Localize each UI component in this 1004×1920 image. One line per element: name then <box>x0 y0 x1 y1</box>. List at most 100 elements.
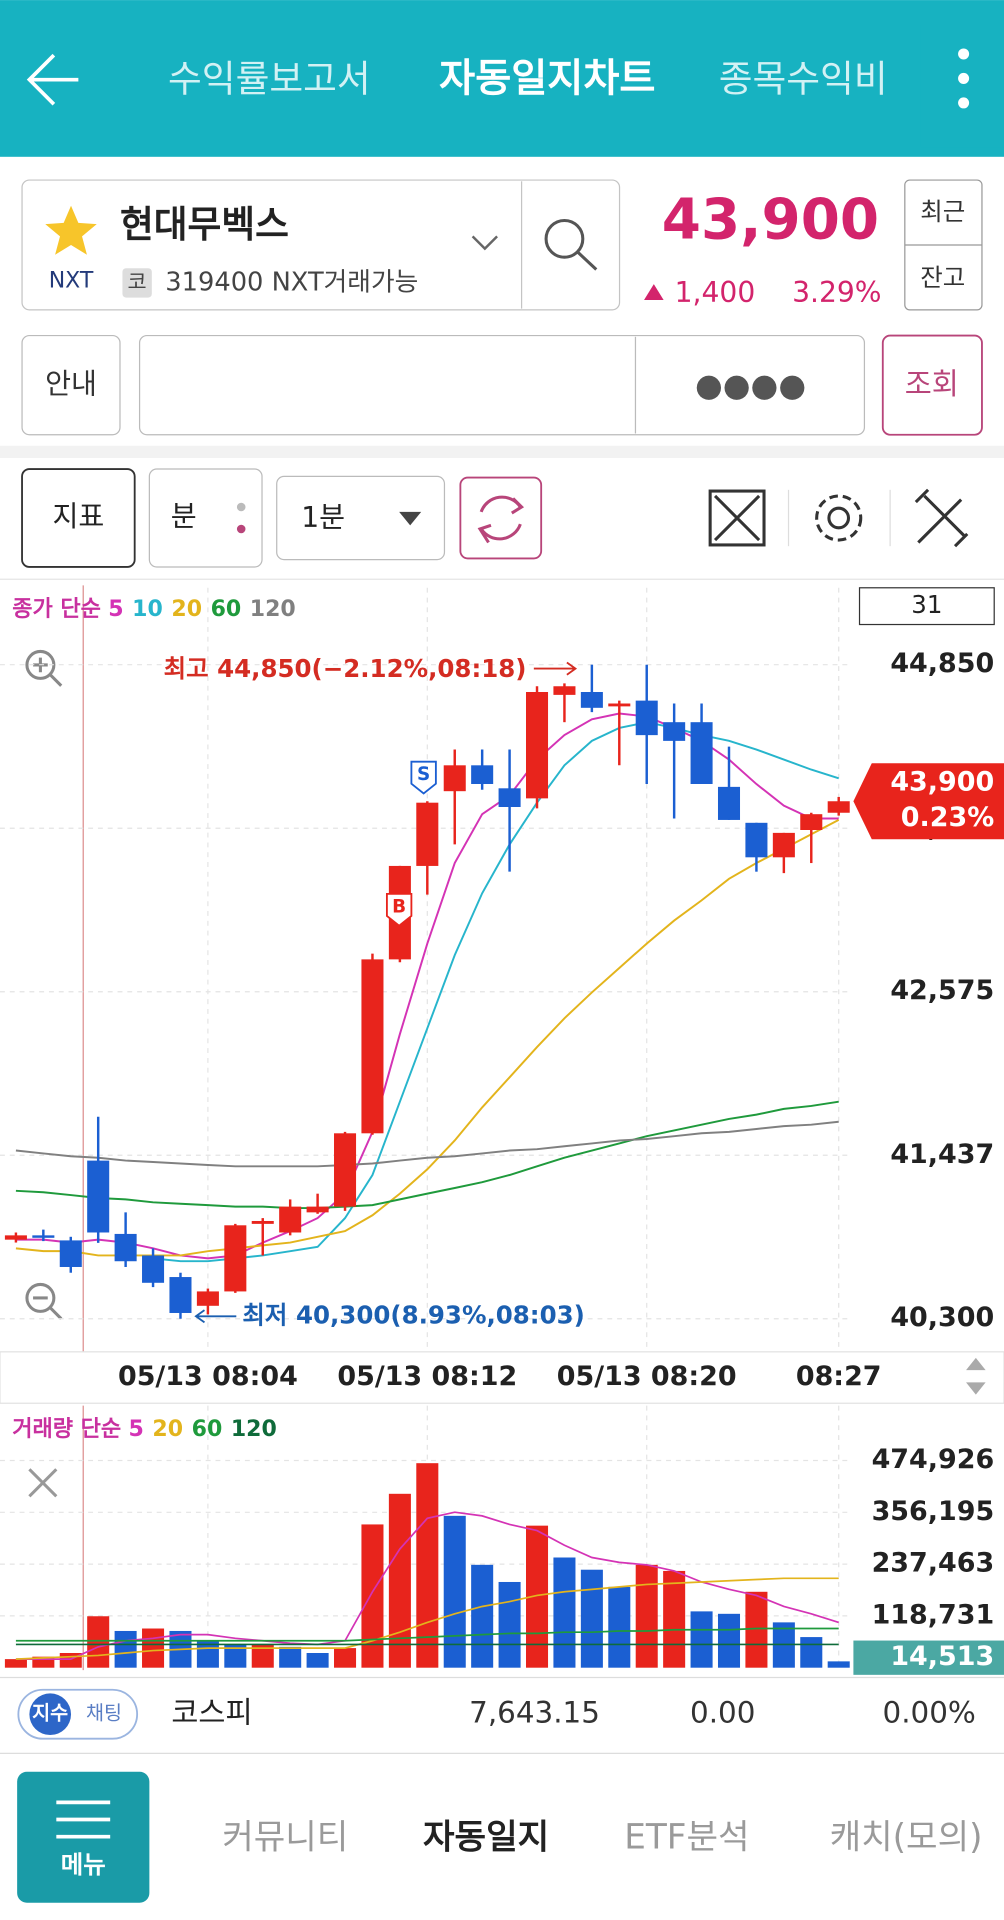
candle-body <box>827 801 850 813</box>
dot <box>236 524 246 534</box>
low-note: 최저 40,300(8.93%,08:03) <box>242 1300 584 1329</box>
moving-average <box>15 1100 839 1210</box>
scroll-arrows[interactable] <box>966 1357 986 1395</box>
dropdown-chevron[interactable] <box>471 235 498 251</box>
candle-body <box>114 1233 137 1262</box>
sell-marker-bg <box>410 760 437 795</box>
high-note: 최고 44,850(−2.12%,08:18) <box>164 654 527 683</box>
volume-average <box>15 1627 839 1642</box>
volume-bar <box>388 1493 411 1668</box>
volume-bar <box>224 1644 247 1668</box>
tools-button[interactable] <box>914 488 969 548</box>
nav-tab[interactable]: ETF분석 <box>624 1818 749 1858</box>
tab[interactable]: 수익률보고서 <box>168 57 371 100</box>
volume-bar <box>114 1630 137 1668</box>
y-tick-label: 474,926 <box>872 1444 995 1475</box>
candle-body <box>416 802 439 866</box>
guide-button[interactable] <box>21 334 121 436</box>
select-arrow <box>399 511 422 526</box>
index-rate: 0.00% <box>883 1696 976 1730</box>
sell-marker: S <box>417 764 430 785</box>
volume-bar <box>525 1525 549 1668</box>
up-arrow <box>644 284 664 301</box>
close-volume[interactable] <box>28 1468 58 1498</box>
y-tick-label: 42,575 <box>890 975 994 1006</box>
password-input[interactable]: ●●●● <box>695 366 806 404</box>
guide-label: 안내 <box>45 368 97 401</box>
toggle-on: 지수 <box>32 1702 68 1725</box>
zoom-out[interactable] <box>25 1282 63 1320</box>
recent-button[interactable]: 최근 <box>920 197 965 226</box>
legend-entry: 60 <box>211 597 242 622</box>
indicator-button[interactable] <box>21 468 136 568</box>
candle-body <box>196 1291 219 1306</box>
account-input[interactable] <box>138 334 866 436</box>
index-name: 코스피 <box>171 1696 252 1730</box>
more-button[interactable] <box>958 48 970 109</box>
volume-bar <box>663 1570 686 1668</box>
candle-body <box>251 1220 274 1224</box>
nav-tab[interactable]: 커뮤니티 <box>222 1818 348 1858</box>
back-button[interactable] <box>26 53 79 106</box>
volume-bar <box>608 1586 631 1668</box>
buy-marker: B <box>392 896 406 917</box>
volume-bar <box>306 1653 329 1668</box>
favorite-star[interactable] <box>45 205 97 255</box>
x-tick-label: 05/13 08:20 <box>557 1361 737 1392</box>
volume-bar <box>717 1613 741 1668</box>
y-tick-label: 356,195 <box>872 1496 995 1527</box>
candle-body <box>553 686 576 695</box>
submit-button[interactable] <box>881 334 983 436</box>
legend-entry: 10 <box>132 597 163 622</box>
search-button[interactable] <box>544 218 598 271</box>
candle-body <box>663 722 686 741</box>
y-tick-label: 237,463 <box>872 1548 995 1579</box>
exchange-badge: 코 <box>128 270 147 294</box>
unit-button[interactable] <box>148 468 263 568</box>
settings-button[interactable] <box>815 494 863 542</box>
candle-body <box>169 1277 192 1313</box>
volume-bar <box>251 1644 274 1668</box>
menu-label: 메뉴 <box>61 1850 106 1879</box>
volume-average <box>15 1577 839 1660</box>
buy-marker-bg <box>385 892 413 927</box>
volume-bar <box>745 1591 768 1668</box>
interval-select[interactable] <box>276 475 446 561</box>
volume-bar <box>580 1569 603 1668</box>
last-rate: 0.23% <box>901 802 994 833</box>
zoom-in[interactable] <box>25 649 63 687</box>
candle-body <box>772 832 795 858</box>
refresh-button[interactable] <box>459 476 543 560</box>
volume-bar <box>4 1659 27 1668</box>
index-change: 0.00 <box>690 1696 755 1730</box>
tab-active[interactable]: 자동일지차트 <box>439 56 655 101</box>
candle-body <box>87 1160 110 1233</box>
nav-tab[interactable]: 캐치(모의) <box>830 1818 983 1858</box>
volume-bar <box>334 1648 357 1668</box>
tab[interactable]: 종목수익비 <box>719 57 888 100</box>
exchange-badge-bg <box>122 268 152 298</box>
candle-body <box>717 786 741 820</box>
unit-label: 분 <box>171 500 197 533</box>
separator <box>0 445 1004 458</box>
submit-label: 조회 <box>905 367 959 401</box>
change: 1,400 <box>675 276 756 309</box>
last-volume-box <box>853 1640 1004 1675</box>
candle-body <box>4 1235 27 1240</box>
nav-tab-active[interactable]: 자동일지 <box>423 1818 549 1858</box>
low-arrow <box>194 1309 237 1324</box>
expand-button[interactable] <box>708 489 766 547</box>
stock-name: 현대무벡스 <box>120 203 289 246</box>
volume-bar <box>279 1646 302 1668</box>
balance-button[interactable]: 잔고 <box>920 263 965 292</box>
stock-box[interactable] <box>21 179 621 311</box>
top-bar <box>0 0 1004 157</box>
volume-bar <box>827 1661 850 1668</box>
moving-average <box>152 721 840 1263</box>
index-value: 7,643.15 <box>469 1696 600 1730</box>
moving-average <box>15 1120 839 1168</box>
y-tick-label: 41,437 <box>890 1139 994 1170</box>
volume-bar <box>498 1581 521 1668</box>
